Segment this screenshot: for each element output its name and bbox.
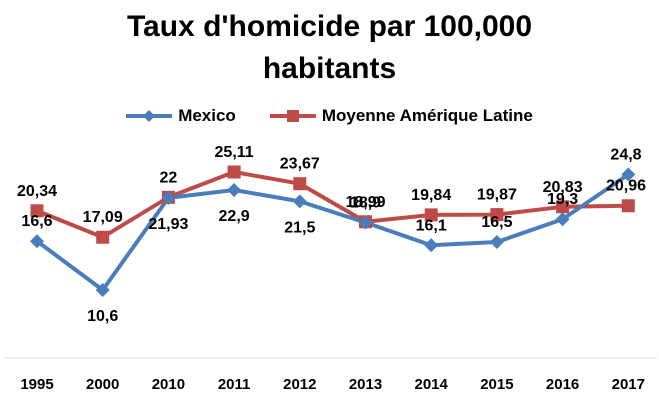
data-label-latin-america-2012: 23,67 — [280, 156, 320, 173]
legend-marker-diamond-icon — [126, 110, 173, 122]
data-point-mexico-2017 — [621, 167, 636, 182]
legend-entry-mexico: Mexico — [126, 106, 236, 126]
data-point-mexico-2014 — [424, 238, 439, 253]
data-label-mexico-2017: 24,8 — [610, 147, 641, 164]
data-label-mexico-2010: 21,93 — [148, 216, 188, 233]
data-label-latin-america-2015: 19,87 — [477, 187, 517, 204]
series-line-mexico — [35, 172, 630, 292]
x-tick-label-2015: 2015 — [480, 376, 513, 393]
data-label-latin-america-2010: 22 — [160, 169, 178, 186]
data-point-latin-america-2012 — [293, 177, 307, 191]
legend-label-mexico: Mexico — [178, 106, 236, 125]
data-point-mexico-2010 — [161, 190, 176, 205]
x-tick-label-2013: 2013 — [349, 376, 382, 393]
legend-marker-square-icon — [269, 110, 316, 122]
x-tick-label-2012: 2012 — [283, 376, 316, 393]
data-label-latin-america-2014: 19,84 — [411, 187, 451, 204]
x-tick-label-2017: 2017 — [612, 376, 645, 393]
legend-entry-latin-america: Moyenne Amérique Latine — [269, 106, 533, 126]
chart-title-line-2: habitants — [262, 52, 397, 85]
legend-label-latin-america: Moyenne Amérique Latine — [321, 106, 533, 125]
data-label-mexico-2000: 10,6 — [87, 308, 118, 325]
data-label-mexico-2013: 18,9 — [350, 195, 381, 212]
data-point-mexico-2012 — [292, 194, 307, 209]
x-tick-label-2011: 2011 — [218, 376, 251, 393]
data-label-mexico-2014: 16,1 — [416, 217, 447, 234]
data-label-mexico-1995: 16,6 — [21, 213, 52, 230]
data-point-mexico-2015 — [489, 235, 504, 250]
data-point-latin-america-2000 — [96, 230, 110, 244]
x-tick-label-1995: 1995 — [20, 376, 53, 393]
data-point-mexico-2013 — [358, 215, 373, 230]
data-label-latin-america-2011: 25,11 — [215, 144, 254, 161]
x-tick-label-2010: 2010 — [152, 376, 185, 393]
data-point-latin-america-2014 — [424, 208, 438, 222]
data-label-mexico-2011: 22,9 — [219, 208, 250, 225]
data-label-latin-america-2013: 18,99 — [345, 194, 385, 211]
data-label-latin-america-2000: 17,09 — [83, 209, 123, 226]
data-label-latin-america-2017: 20,96 — [606, 178, 646, 195]
data-point-latin-america-2017 — [621, 199, 635, 213]
x-tick-label-2014: 2014 — [415, 376, 449, 393]
chart-title-line-1: Taux d'homicide par 100,000 — [126, 10, 533, 43]
data-point-latin-america-2015 — [490, 208, 504, 222]
data-point-mexico-2011 — [227, 182, 242, 197]
data-label-mexico-2016: 19,3 — [547, 191, 578, 208]
chart-title: Taux d'homicide par 100,000 habitants — [0, 6, 659, 90]
data-point-latin-america-2011 — [227, 165, 241, 179]
data-label-mexico-2015: 16,5 — [481, 214, 512, 231]
data-point-mexico-2000 — [95, 283, 110, 297]
data-label-latin-america-2016: 20,83 — [543, 179, 583, 196]
x-tick-label-2016: 2016 — [546, 376, 579, 393]
data-label-latin-america-1995: 20,34 — [17, 183, 57, 200]
data-point-latin-america-1995 — [30, 204, 44, 218]
data-label-mexico-2012: 21,5 — [284, 219, 315, 236]
data-point-mexico-1995 — [30, 234, 44, 249]
data-point-latin-america-2016 — [556, 200, 570, 214]
x-tick-label-2000: 2000 — [86, 376, 119, 393]
chart-legend: Mexico Moyenne Amérique Latine — [0, 106, 659, 126]
data-point-mexico-2016 — [555, 212, 570, 227]
series-line-latin-america — [36, 170, 629, 240]
